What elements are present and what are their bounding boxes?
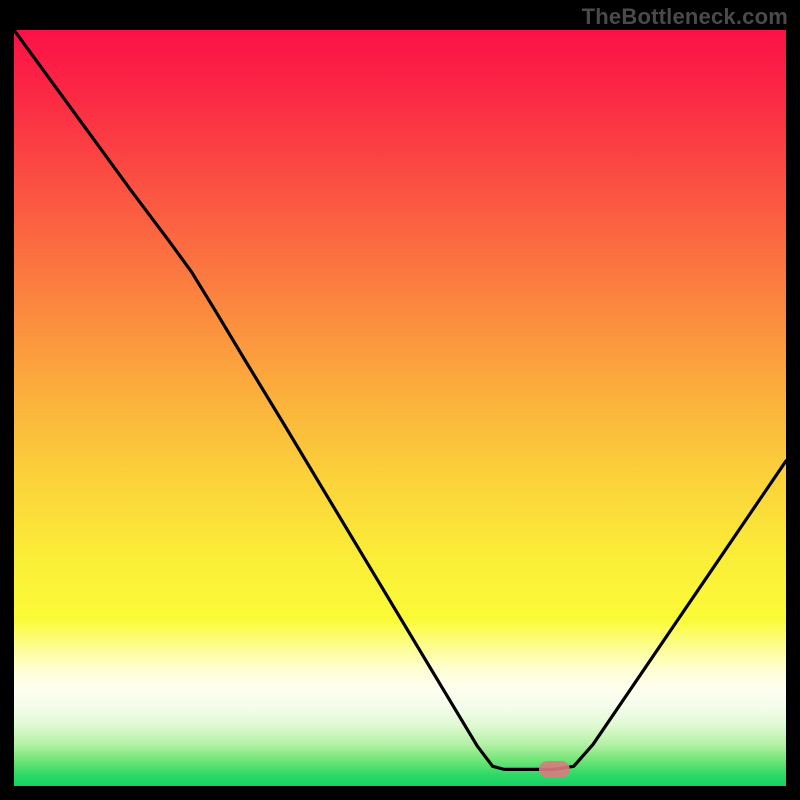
chart-frame: TheBottleneck.com — [0, 0, 800, 800]
gradient-rect — [14, 30, 786, 786]
chart-svg — [14, 30, 786, 786]
watermark-text: TheBottleneck.com — [582, 4, 788, 30]
plot-area — [14, 30, 786, 786]
optimum-marker — [539, 761, 570, 778]
